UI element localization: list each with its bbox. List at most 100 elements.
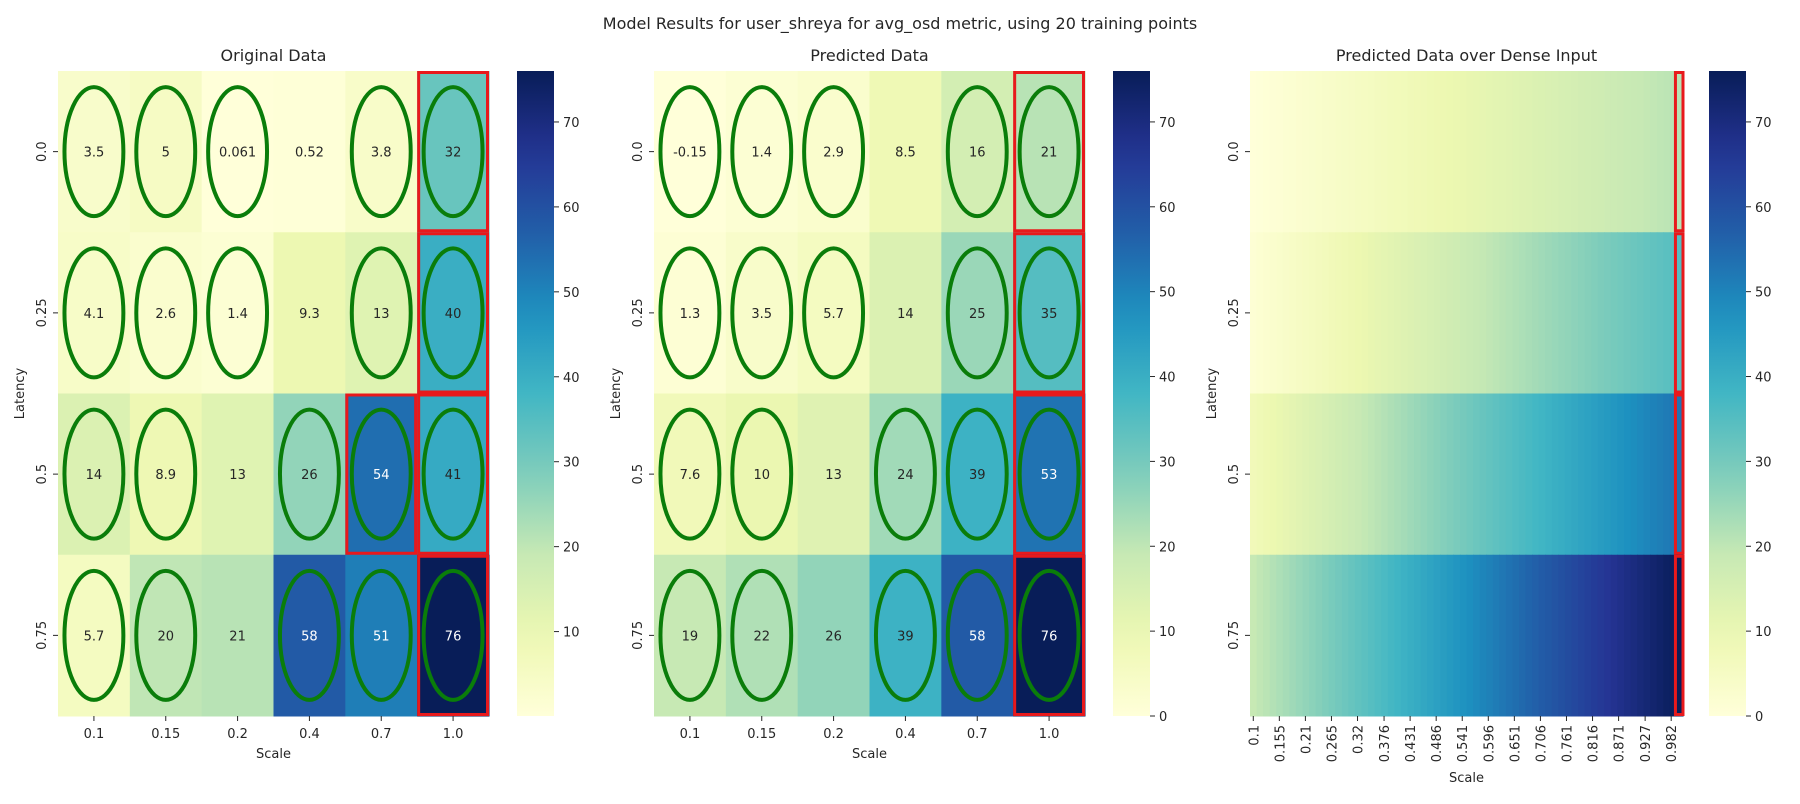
dense-heatmap-cell [1551,393,1559,556]
dense-heatmap-cell [1630,393,1638,556]
dense-heatmap-cell [1302,232,1310,394]
heatmap-cell [273,232,346,394]
dense-heatmap-cell [1400,393,1409,556]
dense-heatmap-cell [1322,71,1330,233]
dense-heatmap-cell [1276,232,1284,394]
y-axis-label: Latency [13,368,28,420]
dense-heatmap-cell [1486,71,1494,233]
dense-heatmap-cell [1374,232,1382,394]
x-axis-label: Scale [256,747,291,762]
cell-highlight-box [417,554,489,716]
dense-heatmap-cell [1617,232,1625,394]
y-axis-label: Latency [609,368,624,420]
dense-heatmap-cell [1361,232,1369,394]
dense-heatmap-cell [1250,71,1258,233]
cell-value-label: 9.3 [299,307,320,322]
cell-value-label: 26 [301,468,318,483]
dense-heatmap-cell [1492,554,1500,717]
dense-heatmap-cell [1637,393,1645,556]
x-tick-label: 0.2 [227,727,248,742]
x-tick-label: 1.0 [443,727,464,742]
dense-heatmap-cell [1263,554,1271,717]
colorbar-tick-label: 30 [1159,455,1176,470]
dense-heatmap-cell [1505,393,1514,556]
cell-circle-marker [873,568,937,702]
cell-circle-marker [730,568,794,702]
dense-heatmap-cell [1420,232,1428,394]
colorbar-bar [1113,71,1150,716]
heatmap-cell [273,554,346,717]
dense-heatmap-cell [1302,71,1310,233]
dense-heatmap-cell [1361,71,1369,233]
dense-heatmap-cell [1381,393,1389,556]
colorbar-tick-label: 50 [563,286,580,301]
heatmap-cell [417,71,490,233]
cell-value-label: 35 [1041,307,1058,322]
heatmap-cell [129,71,203,233]
cell-circle-marker [421,246,485,380]
dense-heatmap-cell [1545,393,1553,556]
dense-heatmap-cell [1650,232,1658,394]
dense-heatmap-cell [1269,554,1277,717]
cell-circle-marker [658,85,722,219]
dense-heatmap-cell [1354,393,1363,556]
y-tick-label: 0.5 [1227,464,1242,485]
dense-heatmap-cell [1309,71,1317,233]
dense-heatmap-cell [1289,71,1297,233]
dense-heatmap-cell [1492,393,1500,556]
cell-circle-marker [730,246,794,380]
dense-heatmap-cell [1486,554,1494,717]
dense-column-highlight [1673,393,1685,555]
dense-heatmap-cell [1643,554,1651,717]
heatmap-cell [345,71,418,233]
colorbar-tick-label: 20 [563,541,580,556]
heatmap-cell [129,232,203,394]
heatmap-cell [1013,554,1086,717]
dense-heatmap-cell [1525,554,1533,717]
cell-value-label: 1.3 [680,307,701,322]
dense-heatmap-cell [1512,393,1520,556]
cell-value-label: 4.1 [84,307,105,322]
x-tick-label: 0.1 [680,727,701,742]
dense-heatmap-cell [1269,232,1277,394]
dense-heatmap-cell [1414,232,1422,394]
dense-heatmap-cell [1309,232,1317,394]
dense-heatmap-cell [1368,393,1376,556]
dense-heatmap-cell [1617,393,1625,556]
dense-heatmap-cell [1407,554,1415,717]
heatmap-cell [201,71,274,233]
dense-heatmap-cell [1282,554,1290,717]
dense-heatmap-cell [1479,393,1487,556]
dense-heatmap-cell [1558,554,1566,717]
colorbar-tick-label: 70 [1159,116,1176,131]
cell-highlight-box [417,71,489,233]
colorbar-tick-label: 20 [1755,540,1772,555]
dense-heatmap-cell [1551,71,1559,233]
dense-heatmap-cell [1282,71,1290,233]
dense-heatmap-cell [1269,393,1277,556]
dense-heatmap-cell [1374,554,1382,717]
cell-circle-marker [349,407,413,541]
cell-value-label: 10 [753,468,770,483]
cell-circle-marker [873,407,937,541]
dense-heatmap-cell [1394,393,1402,556]
y-tick-label: 0.5 [631,464,646,485]
dense-heatmap-cell [1676,393,1684,556]
dense-heatmap-cell [1302,554,1310,717]
dense-heatmap-cell [1597,393,1605,556]
y-tick-label: 0.75 [631,621,646,650]
dense-heatmap-cell [1604,232,1612,394]
dense-heatmap-cell [1361,393,1369,556]
dense-heatmap-cell [1525,393,1533,556]
dense-heatmap-cell [1499,393,1507,556]
x-tick-label: 0.816 [1587,725,1602,762]
colorbar-tick-label: 70 [563,116,580,131]
dense-heatmap-cell [1538,554,1546,717]
colorbar-tick-label: 50 [1755,286,1772,301]
dense-heatmap-cell [1315,232,1323,394]
dense-heatmap-cell [1466,554,1474,717]
heatmap-cell [941,71,1014,233]
dense-heatmap-cell [1591,71,1599,233]
colorbar-tick-label: 30 [1755,455,1772,470]
